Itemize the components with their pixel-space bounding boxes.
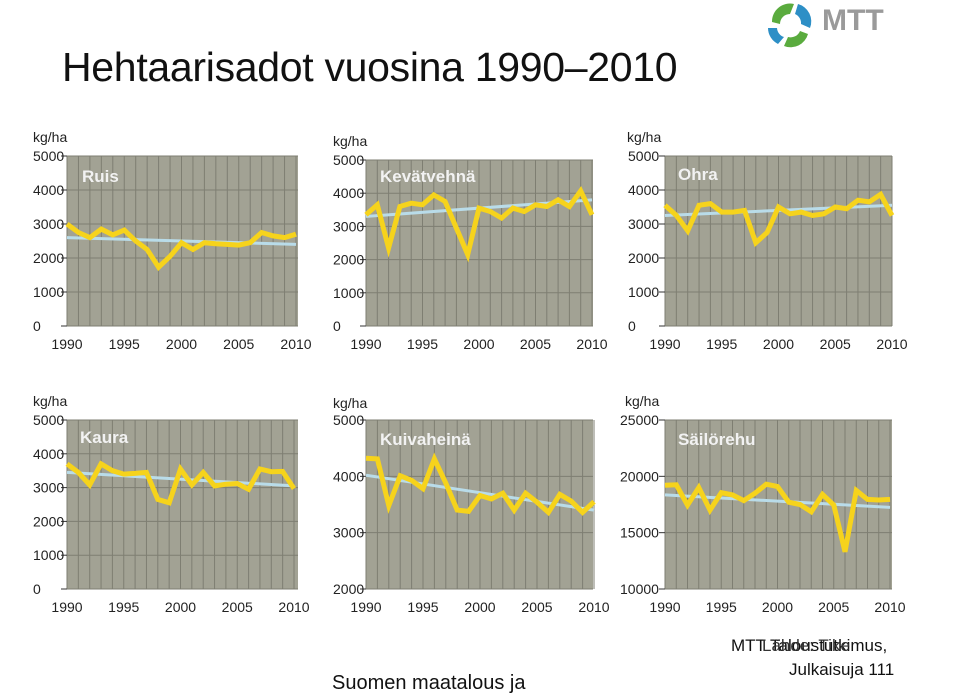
chart-title: Säilörehu: [678, 430, 755, 449]
x-tick-label: 1990: [649, 336, 680, 352]
y-unit-label: kg/ha: [33, 129, 67, 145]
y-unit-label: kg/ha: [333, 395, 367, 411]
chart-panel-1: 0 1000 2000 3000 4000 5000 1990 1995 2000 2005 201…: [33, 129, 312, 352]
y-tick-label: 15000: [620, 525, 659, 541]
y-unit-label: kg/ha: [625, 393, 659, 409]
mtt-logo: MTT: [768, 3, 884, 48]
x-tick-label: 2010: [876, 336, 907, 352]
y-tick-label: 3000: [333, 218, 364, 234]
x-tick-label: 2005: [521, 599, 552, 615]
y-tick-label: 4000: [33, 182, 64, 198]
chart-title: Kaura: [80, 428, 129, 447]
x-tick-label: 2010: [874, 599, 905, 615]
y-tick-label: 10000: [620, 581, 659, 597]
y-tick-label: 3000: [33, 480, 64, 496]
logo-text: MTT: [822, 4, 884, 37]
chart-panel-3: 0 1000 2000 3000 4000 5000 1990 1995 2000 2005 201…: [627, 129, 908, 352]
y-tick-label: 2000: [333, 581, 364, 597]
y-unit-label: kg/ha: [33, 393, 67, 409]
x-tick-label: 2000: [762, 599, 793, 615]
chart-panel-6: 10000 15000 20000 25000 1990 1995 2000 2005 2010…: [620, 393, 906, 615]
y-tick-label: 0: [333, 318, 341, 334]
footer-source-right-1: MTT Taloustutkimus,: [731, 636, 888, 655]
y-tick-label: 0: [33, 581, 41, 597]
y-tick-label: 2000: [33, 513, 64, 529]
y-tick-label: 1000: [628, 284, 659, 300]
y-tick-label: 5000: [628, 148, 659, 164]
x-tick-label: 1990: [350, 599, 381, 615]
y-tick-label: 3000: [33, 216, 64, 232]
x-tick-label: 1995: [109, 336, 140, 352]
y-tick-label: 2000: [628, 250, 659, 266]
chart-panel-5: 2000 3000 4000 5000 1990 1995 2000 2005 2010 kg/h…: [333, 395, 610, 615]
y-tick-label: 0: [33, 318, 41, 334]
x-tick-label: 2005: [222, 599, 253, 615]
y-tick-label: 4000: [628, 182, 659, 198]
x-tick-label: 1995: [407, 336, 438, 352]
y-tick-label: 4000: [333, 185, 364, 201]
chart-panel-4: 0 1000 2000 3000 4000 5000 1990 1995 2000 2005 201…: [33, 393, 310, 615]
chart-title: Kuivaheinä: [380, 430, 471, 449]
y-tick-label: 20000: [620, 468, 659, 484]
y-tick-label: 0: [628, 318, 636, 334]
x-tick-label: 2010: [578, 599, 609, 615]
y-tick-label: 1000: [333, 285, 364, 301]
page-title: Hehtaarisadot vuosina 1990–2010: [62, 44, 678, 90]
y-tick-label: 2000: [333, 252, 364, 268]
x-tick-label: 1990: [51, 599, 82, 615]
chart-panel-2: 0 1000 2000 3000 4000 5000 1990 1995 2000 2005 201…: [333, 133, 608, 352]
x-tick-label: 1990: [51, 336, 82, 352]
footer-source-overlap: Lähde: Tike: [762, 636, 850, 655]
y-tick-label: 3000: [333, 525, 364, 541]
leaf-icon: [768, 3, 812, 48]
trend-line: [66, 470, 295, 488]
y-tick-label: 3000: [628, 216, 659, 232]
x-tick-label: 2000: [166, 336, 197, 352]
y-tick-label: 5000: [333, 152, 364, 168]
y-unit-label: kg/ha: [333, 133, 367, 149]
x-tick-label: 1995: [108, 599, 139, 615]
chart-title: Kevätvehnä: [380, 167, 476, 186]
x-tick-label: 2005: [818, 599, 849, 615]
y-tick-label: 5000: [33, 412, 64, 428]
y-tick-label: 5000: [333, 412, 364, 428]
y-tick-label: 25000: [620, 412, 659, 428]
x-tick-label: 2010: [576, 336, 607, 352]
x-tick-label: 1995: [706, 336, 737, 352]
x-tick-label: 2005: [520, 336, 551, 352]
x-tick-label: 2010: [280, 336, 311, 352]
x-tick-label: 2005: [223, 336, 254, 352]
x-tick-label: 2000: [464, 599, 495, 615]
x-tick-label: 2005: [820, 336, 851, 352]
x-tick-label: 2010: [278, 599, 309, 615]
y-tick-label: 2000: [33, 250, 64, 266]
chart-title: Ohra: [678, 165, 718, 184]
x-tick-label: 1995: [407, 599, 438, 615]
x-tick-label: 1995: [706, 599, 737, 615]
x-tick-label: 2000: [763, 336, 794, 352]
x-tick-label: 1990: [649, 599, 680, 615]
chart-title: Ruis: [82, 167, 119, 186]
y-tick-label: 4000: [33, 446, 64, 462]
x-tick-label: 2000: [165, 599, 196, 615]
footer-source-left: Suomen maatalous ja: [332, 672, 526, 694]
x-tick-label: 1990: [350, 336, 381, 352]
y-tick-label: 4000: [333, 468, 364, 484]
y-unit-label: kg/ha: [627, 129, 661, 145]
y-tick-label: 1000: [33, 547, 64, 563]
y-tick-label: 5000: [33, 148, 64, 164]
x-tick-label: 2000: [463, 336, 494, 352]
footer-source-right-2: Julkaisuja 111: [789, 660, 895, 679]
y-tick-label: 1000: [33, 284, 64, 300]
